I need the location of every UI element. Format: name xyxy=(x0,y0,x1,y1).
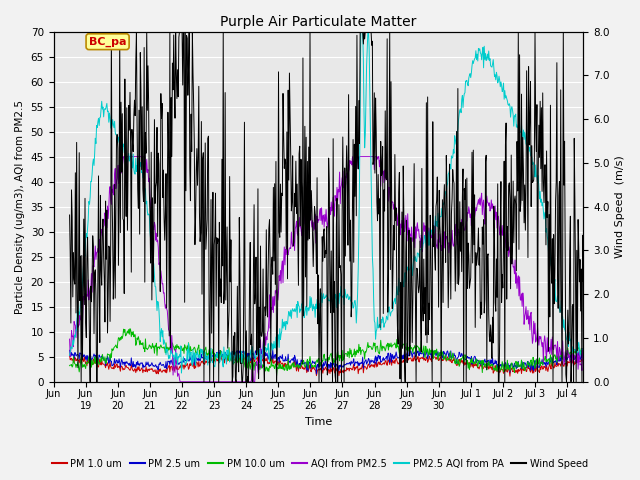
Title: Purple Air Particulate Matter: Purple Air Particulate Matter xyxy=(220,15,417,29)
Legend: PM 1.0 um, PM 2.5 um, PM 10.0 um, AQI from PM2.5, PM2.5 AQI from PA, Wind Speed: PM 1.0 um, PM 2.5 um, PM 10.0 um, AQI fr… xyxy=(48,455,592,473)
X-axis label: Time: Time xyxy=(305,417,332,427)
Y-axis label: Particle Density (ug/m3), AQI from PM2.5: Particle Density (ug/m3), AQI from PM2.5 xyxy=(15,100,25,314)
Y-axis label: Wind Speed  (m/s): Wind Speed (m/s) xyxy=(615,156,625,258)
Text: BC_pa: BC_pa xyxy=(89,36,126,47)
